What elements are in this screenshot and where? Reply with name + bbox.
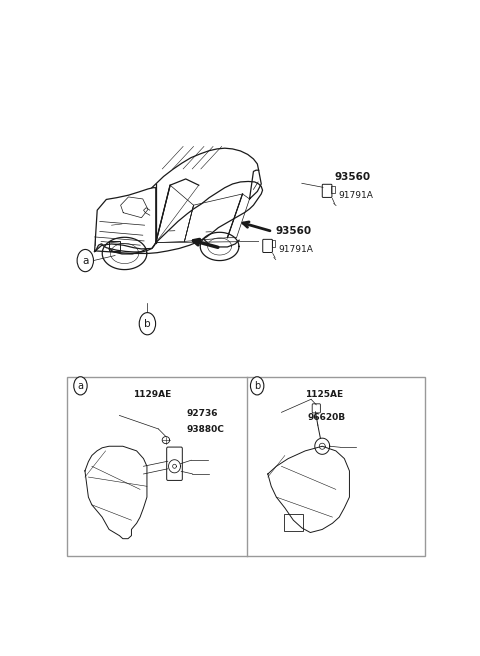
Circle shape	[139, 313, 156, 335]
Text: b: b	[254, 381, 260, 391]
Text: 91791A: 91791A	[279, 245, 313, 254]
Text: 1125AE: 1125AE	[305, 390, 344, 399]
Text: 93560: 93560	[275, 226, 311, 236]
Text: a: a	[82, 256, 88, 266]
Text: 92736: 92736	[186, 409, 218, 418]
Text: 93880C: 93880C	[186, 425, 224, 434]
FancyBboxPatch shape	[67, 377, 424, 556]
Text: 93560: 93560	[335, 173, 371, 182]
Circle shape	[77, 249, 94, 272]
Text: 1129AE: 1129AE	[132, 390, 171, 399]
Text: 96620B: 96620B	[307, 413, 346, 422]
Circle shape	[251, 377, 264, 395]
Circle shape	[74, 377, 87, 395]
Text: b: b	[144, 319, 151, 329]
Text: 91791A: 91791A	[338, 191, 373, 200]
Text: a: a	[77, 381, 84, 391]
